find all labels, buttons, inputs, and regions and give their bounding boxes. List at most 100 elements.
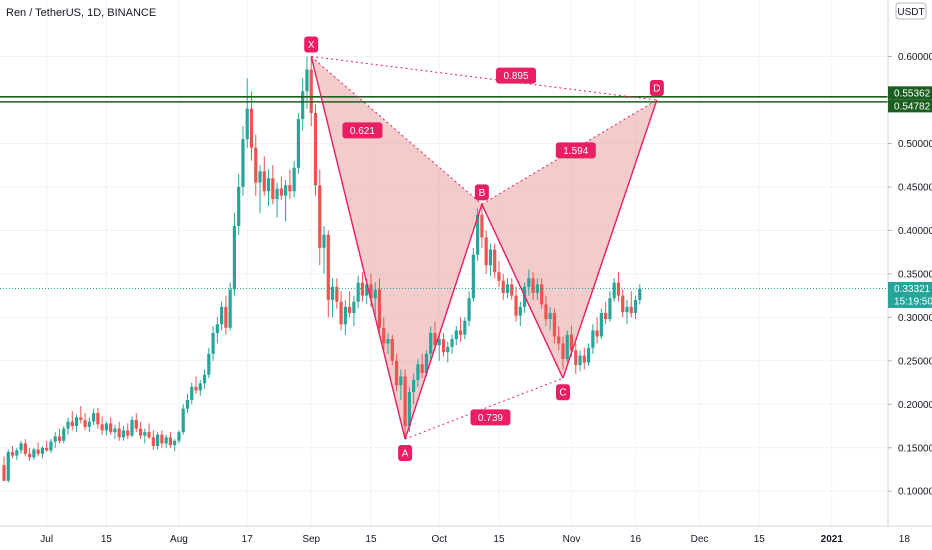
pattern-ratio-badge (342, 122, 383, 139)
candle-body (373, 289, 377, 299)
pattern-ratio-label: 0.895 (504, 71, 529, 82)
candle-body (599, 312, 603, 337)
time-tick-labels: Jul 15 Aug 17 Sep 15 Oct 15 Nov 16 Dec 15 2021 18 (40, 534, 910, 545)
candle-body (424, 353, 429, 373)
candle-body (28, 453, 32, 458)
currency-button[interactable]: USDT (895, 2, 927, 20)
candle-body (510, 284, 514, 296)
candle-body (57, 436, 62, 441)
time-tick-label: 2021 (821, 534, 844, 545)
candle-body (488, 249, 493, 266)
pattern-point-label: C (559, 388, 566, 399)
pattern-ratio-badge (555, 142, 596, 159)
candle-body (271, 178, 275, 200)
candle-body (15, 450, 19, 456)
level-price-label: 0.54782 (894, 101, 931, 112)
candle-body (32, 449, 36, 458)
level-price-badge (888, 99, 932, 113)
pattern-ratio-label: 1.594 (563, 146, 588, 157)
candle-body (497, 272, 501, 281)
candle-body (100, 424, 104, 431)
pattern-ratio-badge (470, 409, 511, 426)
bar-countdown-label: 15:19:50 (894, 296, 932, 307)
candle-body (288, 185, 292, 192)
candle-body (296, 119, 301, 168)
candle-body (638, 288, 642, 300)
time-tick-label: 15 (493, 534, 505, 545)
candle-body (19, 443, 23, 451)
currency-button-label[interactable]: USDT (897, 7, 924, 18)
candle-body (501, 280, 505, 293)
time-tick-label: Jul (40, 534, 53, 545)
pattern-point-badge (304, 36, 319, 53)
pattern-leg-cd (562, 99, 658, 379)
candle-body (565, 334, 569, 360)
candle-body (284, 185, 288, 196)
candle-body (62, 428, 66, 441)
candle-body (633, 299, 638, 313)
horizontal-lines-layer (0, 96, 888, 289)
candle-body (629, 306, 633, 313)
candle-body (582, 355, 586, 363)
candle-body (403, 376, 407, 427)
time-tick-label: 15 (101, 534, 113, 545)
candle-body (476, 214, 480, 255)
price-tick-label: 0.20000 (898, 400, 932, 411)
time-tick-label: 17 (242, 534, 254, 545)
candle-body (143, 432, 147, 436)
candle-body (309, 69, 313, 114)
chart-title: Ren / TetherUS, 1D, BINANCE (6, 7, 156, 19)
pattern-leg-ab (404, 204, 483, 440)
pattern-ratio-label: 0.739 (478, 413, 503, 424)
price-tick-label: 0.35000 (898, 269, 932, 280)
candle-body (450, 339, 454, 347)
candle-body (228, 289, 232, 328)
current-price-badge (888, 281, 932, 308)
candle-body (66, 421, 70, 429)
pattern-point-badge (555, 384, 570, 401)
candle-body (301, 91, 305, 120)
candle-body (412, 379, 416, 393)
pattern-leg-xa (310, 56, 406, 440)
candle-body (458, 330, 463, 335)
candle-body (514, 295, 518, 316)
pattern-fill-layer (311, 56, 657, 440)
candle-body (365, 284, 369, 296)
candle-body (198, 383, 202, 391)
candle-body (185, 399, 190, 409)
candle-body (540, 284, 544, 305)
pattern-point-badge (649, 79, 664, 96)
candle-body (394, 360, 399, 386)
candle-body (390, 339, 394, 361)
time-tick-label: 18 (899, 534, 911, 545)
candle-body (266, 178, 271, 192)
candle-body (382, 327, 386, 344)
candle-body (326, 234, 330, 300)
time-tick-label: 15 (754, 534, 766, 545)
time-tick-label: Oct (431, 534, 447, 545)
pattern-point-label: A (402, 449, 409, 460)
candle-body (471, 254, 475, 299)
candle-body (399, 376, 403, 386)
time-tick-label: Aug (170, 534, 188, 545)
price-tick-label: 0.60000 (898, 52, 932, 63)
currency-button-frame[interactable] (895, 2, 927, 20)
candle-body (356, 282, 360, 302)
candle-body (437, 339, 441, 346)
candle-body (181, 408, 185, 433)
candle-body (87, 421, 91, 427)
candle-body (70, 421, 74, 427)
candle-body (441, 339, 446, 353)
candle-body (416, 364, 420, 380)
candle-body (83, 419, 87, 427)
candle-body (258, 171, 262, 183)
pattern-diagonal-xd (311, 56, 657, 101)
pattern-point-badge (398, 445, 413, 462)
candle-body (275, 188, 279, 200)
candle-body (335, 286, 339, 302)
time-tick-label: 16 (630, 534, 642, 545)
candle-body (117, 428, 121, 438)
price-tick-label: 0.25000 (898, 356, 932, 367)
pattern-point-label: D (653, 83, 660, 94)
